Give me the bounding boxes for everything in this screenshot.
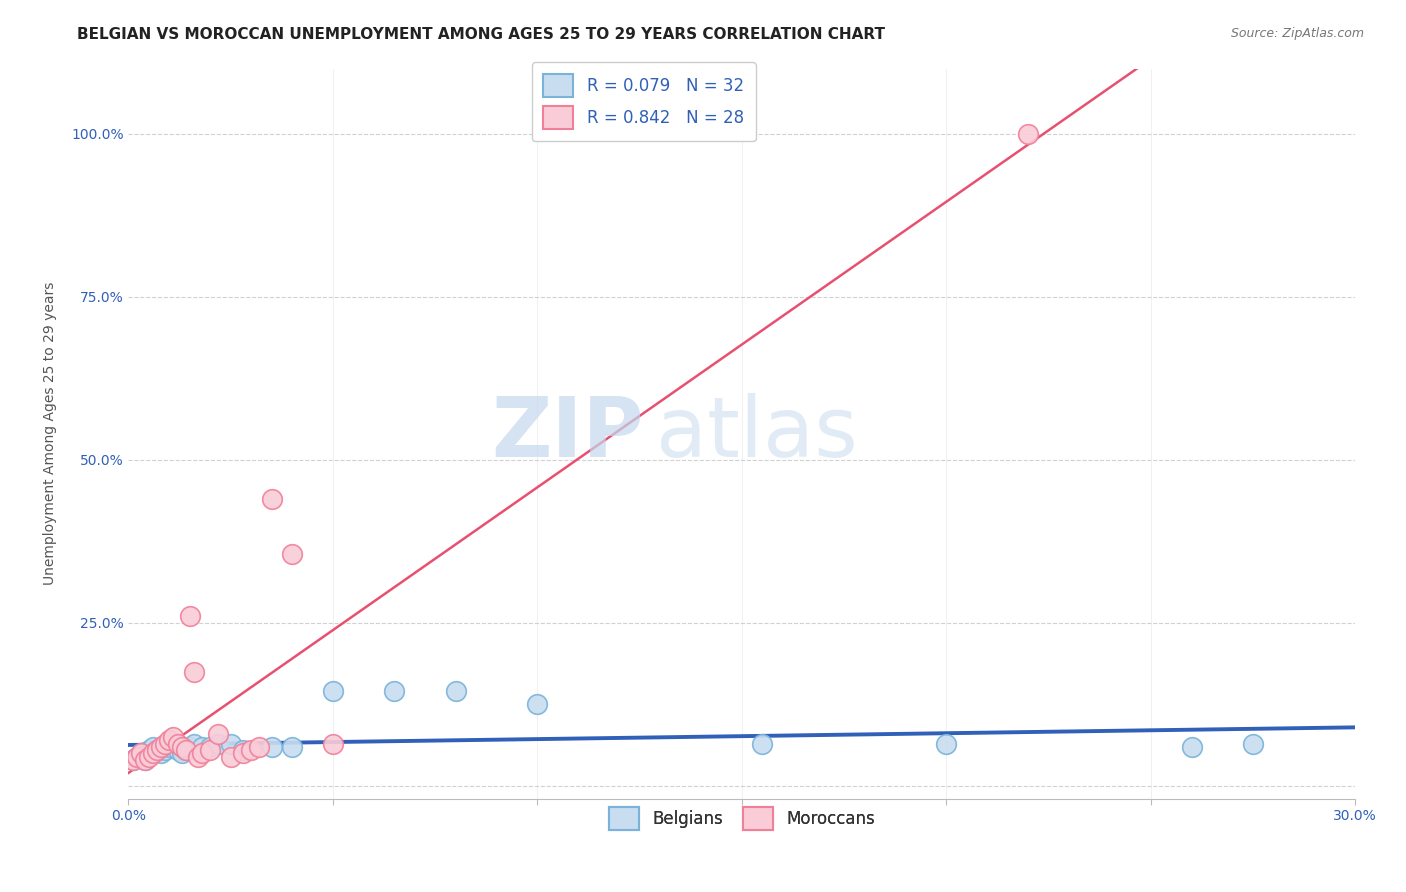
Point	[121, 753, 143, 767]
Point	[382, 684, 405, 698]
Text: ZIP: ZIP	[491, 393, 644, 475]
Point	[281, 739, 304, 754]
Point	[138, 749, 160, 764]
Point	[183, 737, 205, 751]
Point	[166, 737, 188, 751]
Point	[150, 747, 173, 761]
Point	[751, 737, 773, 751]
Point	[129, 747, 152, 761]
Point	[174, 743, 197, 757]
Text: BELGIAN VS MOROCCAN UNEMPLOYMENT AMONG AGES 25 TO 29 YEARS CORRELATION CHART: BELGIAN VS MOROCCAN UNEMPLOYMENT AMONG A…	[77, 27, 886, 42]
Point	[200, 743, 222, 757]
Point	[170, 747, 193, 761]
Text: atlas: atlas	[657, 393, 858, 475]
Point	[142, 747, 165, 761]
Point	[162, 730, 184, 744]
Point	[322, 737, 344, 751]
Text: Source: ZipAtlas.com: Source: ZipAtlas.com	[1230, 27, 1364, 40]
Point	[444, 684, 467, 698]
Point	[1241, 737, 1264, 751]
Legend: Belgians, Moroccans: Belgians, Moroccans	[598, 795, 887, 842]
Point	[207, 727, 229, 741]
Point	[191, 747, 214, 761]
Point	[155, 743, 177, 757]
Point	[526, 698, 548, 712]
Point	[121, 753, 143, 767]
Point	[134, 753, 156, 767]
Point	[207, 737, 229, 751]
Point	[157, 733, 180, 747]
Point	[125, 749, 148, 764]
Point	[125, 749, 148, 764]
Y-axis label: Unemployment Among Ages 25 to 29 years: Unemployment Among Ages 25 to 29 years	[44, 282, 58, 585]
Point	[240, 743, 263, 757]
Point	[935, 737, 957, 751]
Point	[200, 739, 222, 754]
Point	[232, 747, 254, 761]
Point	[219, 737, 242, 751]
Point	[170, 739, 193, 754]
Point	[162, 737, 184, 751]
Point	[138, 747, 160, 761]
Point	[187, 749, 209, 764]
Point	[166, 743, 188, 757]
Point	[138, 743, 160, 757]
Point	[191, 739, 214, 754]
Point	[1180, 739, 1202, 754]
Point	[146, 743, 169, 757]
Point	[129, 747, 152, 761]
Point	[219, 749, 242, 764]
Point	[157, 739, 180, 754]
Point	[281, 548, 304, 562]
Point	[134, 753, 156, 767]
Point	[146, 743, 169, 757]
Point	[179, 739, 201, 754]
Point	[155, 737, 177, 751]
Point	[179, 609, 201, 624]
Point	[174, 743, 197, 757]
Point	[183, 665, 205, 679]
Point	[1017, 127, 1039, 141]
Point	[247, 739, 270, 754]
Point	[232, 743, 254, 757]
Point	[150, 739, 173, 754]
Point	[260, 739, 283, 754]
Point	[260, 491, 283, 506]
Point	[322, 684, 344, 698]
Point	[142, 739, 165, 754]
